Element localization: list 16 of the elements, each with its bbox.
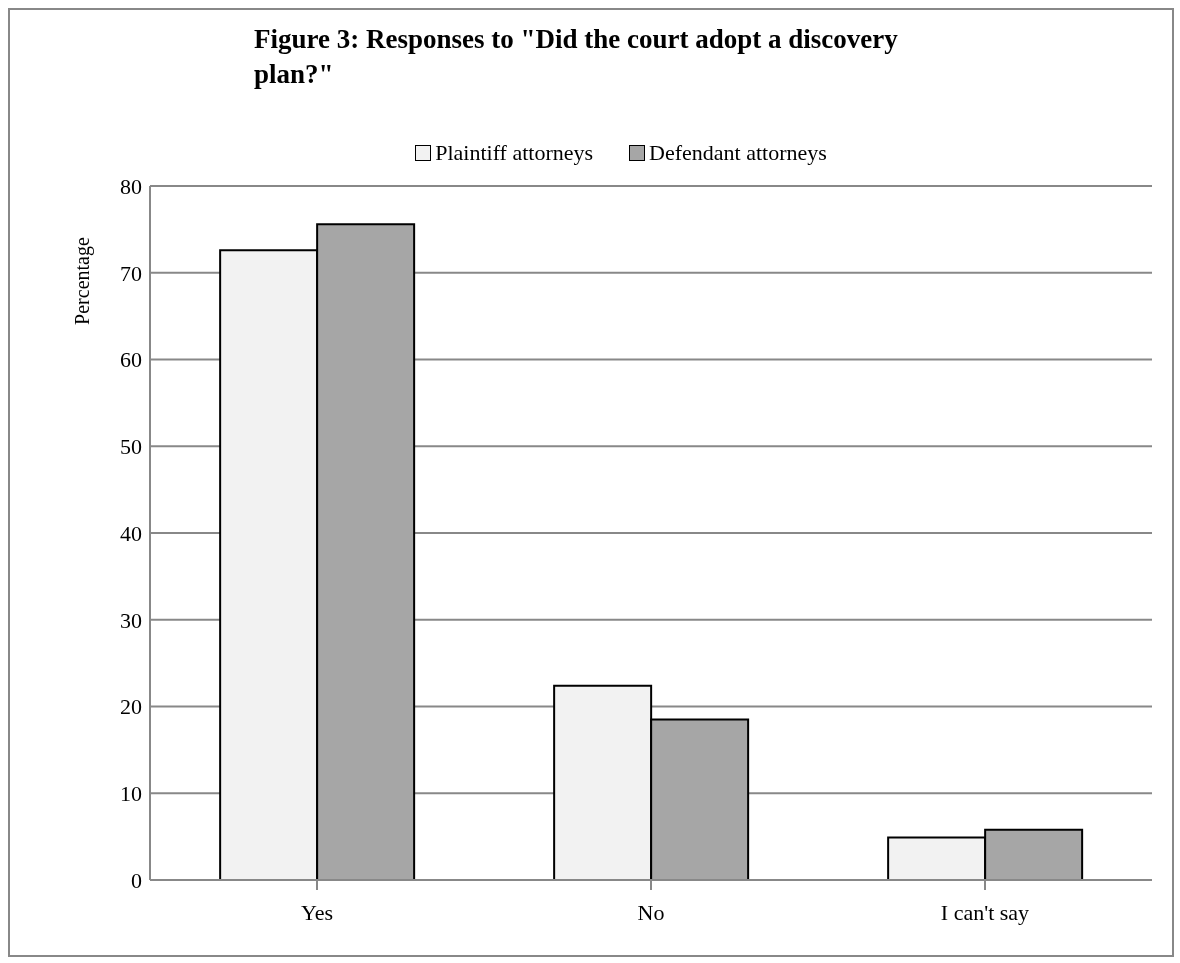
y-tick-label: 50 bbox=[120, 434, 142, 460]
y-axis-title: Percentage bbox=[71, 237, 95, 325]
x-tick-label: I can't say bbox=[940, 899, 1030, 925]
y-tick-label: 40 bbox=[120, 520, 142, 546]
chart-title: Figure 3: Responses to "Did the court adopt a discovery plan?" bbox=[254, 23, 899, 91]
y-tick-label: 20 bbox=[120, 694, 142, 720]
y-tick-label: 80 bbox=[120, 173, 142, 199]
y-tick-label: 0 bbox=[131, 867, 142, 893]
legend-label: Plaintiff attorneys bbox=[434, 140, 594, 166]
legend-label: Defendant attorneys bbox=[648, 140, 827, 166]
y-tick-label: 60 bbox=[120, 347, 142, 373]
y-tick-label: 70 bbox=[120, 260, 142, 286]
y-tick-label: 30 bbox=[120, 607, 142, 633]
x-tick-label: Yes bbox=[300, 899, 334, 925]
x-tick-label: No bbox=[637, 899, 665, 925]
y-tick-label: 10 bbox=[120, 781, 142, 807]
